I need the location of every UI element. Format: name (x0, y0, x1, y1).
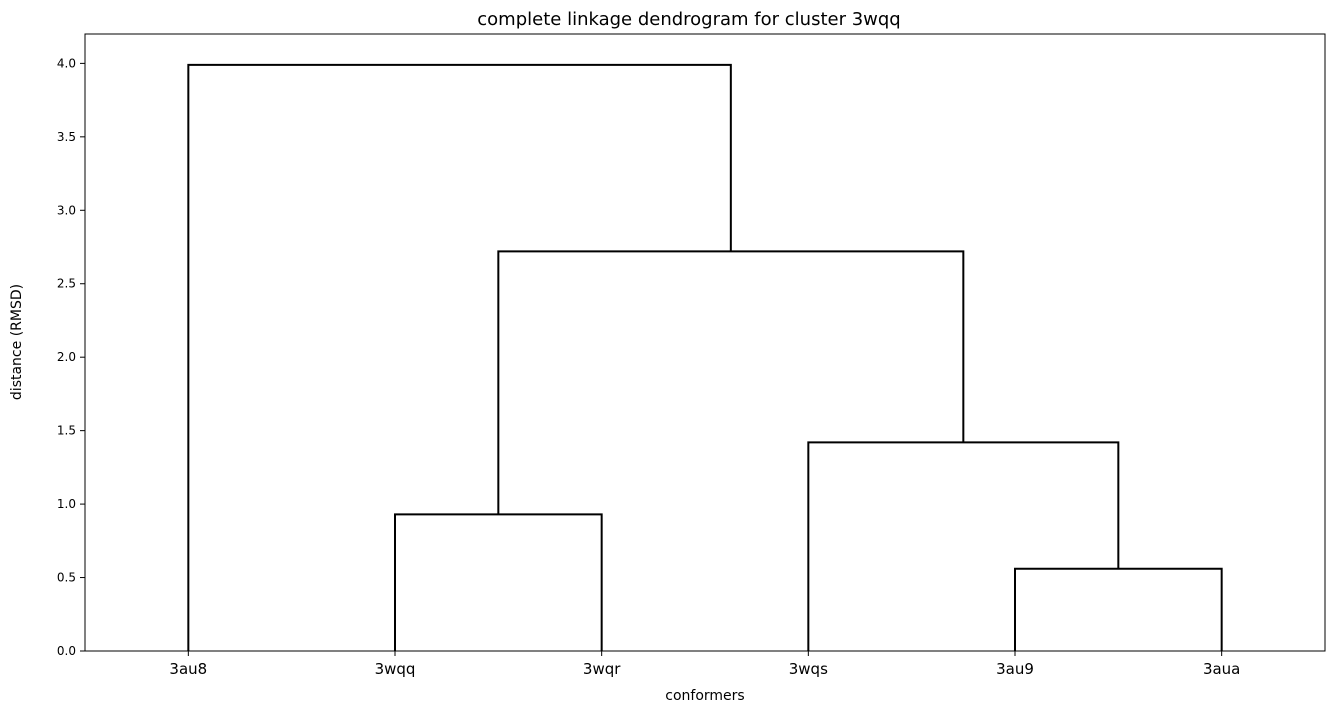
y-tick-label: 1.5 (57, 424, 76, 438)
y-tick-label: 0.5 (57, 571, 76, 585)
dendrogram-link-2 (394, 513, 603, 651)
chart-title: complete linkage dendrogram for cluster … (477, 9, 900, 30)
y-tick-label: 2.0 (57, 350, 76, 364)
leaf-label-3aua: 3aua (1203, 660, 1240, 678)
leaf-label-3au8: 3au8 (169, 660, 207, 678)
leaf-label-3wqr: 3wqr (583, 660, 621, 678)
dendrogram-link-1 (1014, 567, 1223, 651)
x-axis: 3au8 3wqq 3wqr 3wqs 3au9 3aua (169, 651, 1240, 678)
y-tick-label: 1.0 (57, 497, 76, 511)
leaf-label-3wqs: 3wqs (789, 660, 828, 678)
plot-frame (84, 33, 1326, 652)
dendrogram-link-4 (497, 250, 965, 515)
y-tick-label: 4.0 (57, 56, 76, 70)
y-tick-label: 2.5 (57, 277, 76, 291)
y-tick-label: 0.0 (57, 644, 76, 658)
leaf-label-3au9: 3au9 (996, 660, 1034, 678)
y-axis: 0.0 0.5 1.0 1.5 2.0 2.5 3.0 3.5 4.0 (57, 56, 85, 658)
leaf-label-3wqq: 3wqq (375, 660, 416, 678)
dendrogram-link-5 (187, 63, 732, 651)
y-axis-label: distance (RMSD) (9, 284, 25, 400)
y-tick-label: 3.5 (57, 130, 76, 144)
y-tick-label: 3.0 (57, 203, 76, 217)
dendrogram-link-3 (807, 441, 1120, 651)
dendrogram-links (187, 63, 1223, 651)
x-axis-label: conformers (665, 688, 744, 704)
